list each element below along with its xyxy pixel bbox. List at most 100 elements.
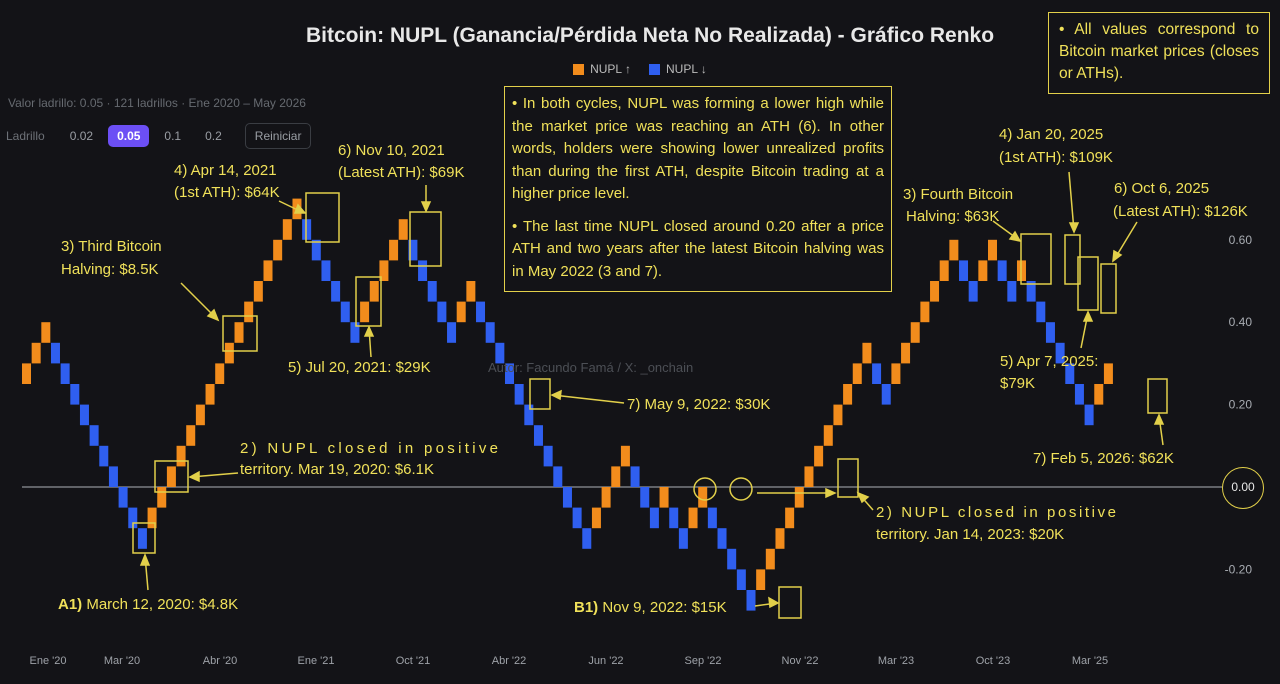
highlight-2020-positive bbox=[154, 460, 189, 493]
highlight-jan-2025 bbox=[1064, 234, 1081, 285]
annotation-first-ath-2021-2: (1st ATH): $64K bbox=[174, 184, 280, 201]
watermark: Autor: Facundo Famá / X: _onchain bbox=[488, 360, 694, 375]
brick-up bbox=[456, 301, 466, 323]
annotation-may-2022: 7) May 9, 2022: $30K bbox=[627, 396, 770, 413]
brick-option-0-2[interactable]: 0.2 bbox=[205, 129, 222, 143]
highlight-nov-2021 bbox=[409, 211, 442, 267]
brick-up bbox=[22, 363, 31, 384]
y-axis-ticks: 0.60 0.40 0.20 -0.20 bbox=[1225, 233, 1253, 577]
brick-down bbox=[340, 301, 350, 323]
reset-button[interactable]: Reiniciar bbox=[244, 123, 312, 149]
brick-up bbox=[41, 322, 51, 343]
brick-option-0-1[interactable]: 0.1 bbox=[164, 129, 182, 143]
arrow-may-2022 bbox=[552, 394, 625, 404]
x-tick-label: Nov '22 bbox=[782, 655, 819, 667]
brick-down bbox=[437, 301, 447, 323]
brick-down bbox=[79, 404, 89, 426]
brick-down bbox=[669, 507, 679, 529]
brick-option-0-05[interactable]: 0.05 bbox=[108, 125, 150, 147]
brick-option-0-02[interactable]: 0.02 bbox=[69, 129, 94, 143]
y-tick-label: -0.20 bbox=[1225, 562, 1253, 576]
brick-down bbox=[572, 507, 582, 529]
highlight-apr-2025 bbox=[1077, 256, 1099, 311]
brick-up bbox=[823, 425, 833, 446]
annotation-b1: B1) Nov 9, 2022: $15K bbox=[574, 599, 727, 616]
brick-down bbox=[562, 487, 572, 508]
brick-down bbox=[881, 384, 891, 405]
brick-up bbox=[601, 487, 611, 508]
brick-up bbox=[273, 239, 283, 261]
brick-up bbox=[852, 363, 862, 384]
brick-up bbox=[794, 487, 804, 508]
brick-up bbox=[775, 528, 785, 549]
y-tick-label: 0.60 bbox=[1229, 233, 1253, 247]
brick-down bbox=[968, 281, 978, 302]
x-tick-label: Ene '20 bbox=[30, 655, 67, 667]
annotation-apr-2025-2: $79K bbox=[1000, 375, 1035, 392]
brick-down bbox=[1084, 404, 1094, 426]
brick-down bbox=[137, 528, 147, 549]
brick-down bbox=[997, 260, 1007, 281]
arrowhead-feb-2026 bbox=[1153, 413, 1165, 425]
x-tick-label: Mar '23 bbox=[878, 655, 914, 667]
annotation-2020-positive-1: 2) NUPL closed in positive bbox=[240, 440, 498, 457]
brick-up bbox=[620, 445, 630, 467]
brick-down bbox=[678, 528, 688, 549]
brick-up bbox=[862, 342, 872, 364]
brick-up bbox=[939, 260, 949, 281]
brick-down bbox=[108, 466, 118, 487]
brick-up bbox=[591, 507, 601, 529]
brick-up bbox=[369, 281, 379, 302]
brick-down bbox=[99, 445, 109, 467]
legend-swatch-up bbox=[573, 63, 585, 75]
brick-down bbox=[447, 322, 457, 343]
legend-item-up[interactable]: NUPL ↑ bbox=[573, 62, 631, 76]
x-tick-label: Jun '22 bbox=[588, 655, 623, 667]
annotation-jan-2025-1: 4) Jan 20, 2025 bbox=[999, 126, 1103, 143]
brick-up bbox=[949, 239, 959, 261]
highlight-jul-2021 bbox=[355, 276, 382, 327]
annotation-2023-positive-1: 2) NUPL closed in positive bbox=[876, 504, 1116, 521]
brick-up bbox=[765, 548, 775, 570]
arrowhead-oct-2025 bbox=[1112, 249, 1123, 263]
brick-up bbox=[756, 569, 766, 590]
brick-down bbox=[533, 425, 543, 446]
brick-down bbox=[1026, 281, 1036, 302]
brick-down bbox=[717, 528, 727, 549]
brick-size-toolbar: Ladrillo 0.02 0.05 0.1 0.2 Reiniciar bbox=[6, 123, 312, 149]
legend-item-down[interactable]: NUPL ↓ bbox=[649, 62, 707, 76]
arrow-jan-2025 bbox=[1068, 171, 1075, 232]
brick-down bbox=[118, 487, 128, 508]
brick-down bbox=[50, 342, 60, 364]
brick-up bbox=[244, 301, 254, 323]
y-tick-label: 0.20 bbox=[1229, 398, 1253, 412]
arrowhead-2020-positive bbox=[188, 470, 200, 483]
brick-down bbox=[959, 260, 969, 281]
annotation-jan-2025-2: (1st ATH): $109K bbox=[999, 149, 1113, 166]
brick-down bbox=[70, 384, 80, 405]
x-tick-label: Mar '25 bbox=[1072, 655, 1108, 667]
annotation-apr-2025-1: 5) Apr 7, 2025: bbox=[1000, 353, 1098, 370]
x-tick-label: Sep '22 bbox=[685, 655, 722, 667]
arrowhead-2023-positive bbox=[856, 491, 870, 504]
brick-down bbox=[311, 239, 321, 261]
legend-swatch-down bbox=[649, 63, 660, 75]
annotation-layer: A1) March 12, 2020: $4.8K 2) NUPL closed… bbox=[58, 126, 1248, 616]
brick-up bbox=[611, 466, 621, 487]
brick-up bbox=[253, 281, 263, 302]
brick-layer bbox=[22, 198, 1113, 611]
arrowhead-third-halving bbox=[206, 308, 220, 322]
brick-down bbox=[408, 239, 418, 261]
arrowhead-may-2022 bbox=[550, 389, 562, 401]
arrowhead-apr-2025 bbox=[1082, 310, 1094, 322]
circle-sep-2022-a bbox=[693, 477, 717, 501]
brick-down bbox=[1074, 384, 1084, 405]
brick-up bbox=[157, 487, 167, 508]
brick-up bbox=[843, 384, 853, 405]
highlight-feb-2026 bbox=[1147, 378, 1168, 414]
arrowhead-fourth-halving bbox=[1008, 230, 1022, 243]
brick-down bbox=[418, 260, 428, 281]
brick-down bbox=[495, 342, 505, 364]
brick-down bbox=[89, 425, 99, 446]
brick-down bbox=[1036, 301, 1046, 323]
